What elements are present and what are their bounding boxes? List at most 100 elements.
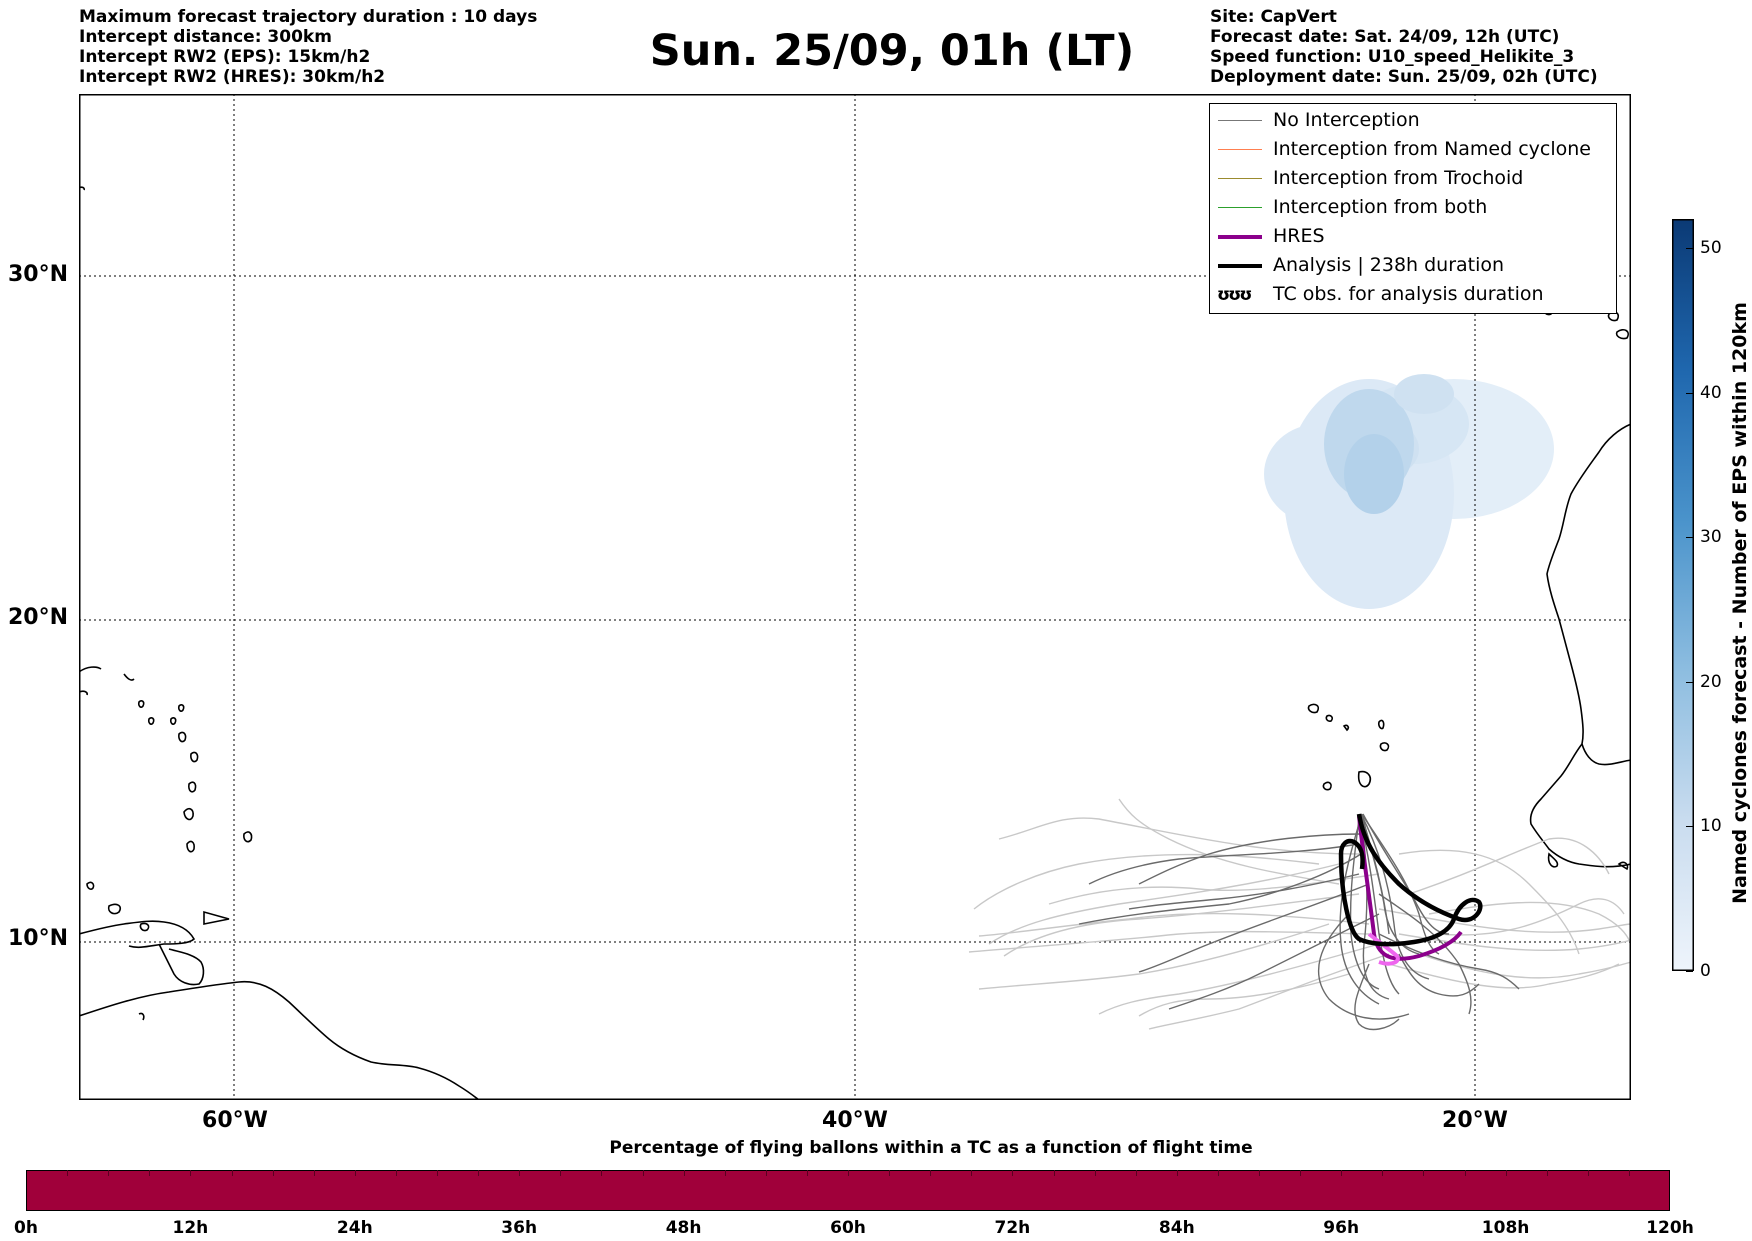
colorbar-eps-label: Named cyclones forecast - Number of EPS … bbox=[1729, 302, 1751, 904]
legend: No Interception Interception from Named … bbox=[1209, 103, 1617, 314]
colorbar-tick-mark bbox=[1686, 392, 1693, 394]
flight-time-tick-label: 120h bbox=[1646, 1218, 1694, 1238]
lat-label-30n: 30°N bbox=[8, 262, 69, 287]
island-shape bbox=[79, 666, 102, 673]
trajectory bbox=[998, 817, 1360, 855]
legend-item-named-cyclone: Interception from Named cyclone bbox=[1210, 135, 1616, 164]
legend-item-hres: HRES bbox=[1210, 222, 1616, 251]
trajectory bbox=[1118, 798, 1340, 885]
flight-time-segment-mark bbox=[437, 1170, 438, 1176]
legend-label: TC obs. for analysis duration bbox=[1273, 283, 1544, 305]
trajectory bbox=[1168, 913, 1380, 1010]
flight-time-segment-mark bbox=[1587, 1170, 1589, 1176]
legend-item-analysis: Analysis | 238h duration bbox=[1210, 251, 1616, 280]
analysis-path bbox=[1338, 813, 1483, 947]
flight-time-segment-mark bbox=[1259, 1170, 1260, 1176]
island-shape bbox=[148, 717, 155, 725]
colorbar-tick-label: 10 bbox=[1700, 816, 1722, 837]
trajectory bbox=[1003, 893, 1360, 957]
lon-label-20w: 20°W bbox=[1442, 1108, 1508, 1133]
cape-verde-island bbox=[1322, 781, 1332, 791]
legend-swatch bbox=[1218, 207, 1262, 208]
colorbar-tick-mark bbox=[1686, 537, 1693, 539]
trajectory bbox=[1378, 893, 1472, 1015]
trajectory bbox=[978, 912, 1370, 937]
south-america-coast bbox=[79, 980, 480, 1100]
island-shape bbox=[107, 903, 122, 915]
trajectory bbox=[1398, 849, 1580, 955]
flight-time-segment-mark bbox=[1176, 1170, 1178, 1176]
legend-swatch bbox=[1218, 120, 1262, 121]
info-speed-function: Speed function: U10_speed_Helikite_3 bbox=[1210, 47, 1575, 67]
island-shape bbox=[188, 781, 197, 793]
island-shape bbox=[190, 751, 199, 763]
trajectory bbox=[1138, 833, 1362, 885]
island-shape bbox=[138, 700, 145, 708]
trajectory bbox=[988, 863, 1340, 945]
flight-time-tick-label: 84h bbox=[1158, 1218, 1195, 1238]
lon-label-60w: 60°W bbox=[202, 1108, 268, 1133]
legend-label: Interception from Named cyclone bbox=[1273, 138, 1591, 160]
colorbar-tick-mark bbox=[1686, 826, 1693, 828]
trajectory bbox=[968, 930, 1370, 953]
island-shape bbox=[203, 910, 230, 925]
trajectory bbox=[1098, 943, 1380, 1015]
colorbar-gradient bbox=[1672, 219, 1694, 971]
legend-label: No Interception bbox=[1273, 109, 1420, 131]
lat-label-10n: 10°N bbox=[8, 926, 69, 951]
flight-time-segment-mark bbox=[1464, 1170, 1466, 1176]
info-site: Site: CapVert bbox=[1210, 7, 1337, 27]
flight-time-segment-mark bbox=[765, 1170, 767, 1176]
flight-time-tick-label: 60h bbox=[830, 1218, 866, 1238]
analysis-trajectory bbox=[1338, 813, 1483, 947]
flight-time-segment-mark bbox=[149, 1170, 151, 1176]
flight-time-segment-mark bbox=[231, 1170, 233, 1176]
colorbar-tick-mark bbox=[1686, 247, 1693, 249]
flight-time-segment-mark bbox=[519, 1170, 521, 1176]
trajectory bbox=[1078, 853, 1362, 925]
legend-label: Interception from both bbox=[1273, 196, 1488, 218]
map-canvas bbox=[79, 94, 1631, 1100]
trajectory bbox=[1398, 953, 1480, 997]
tc-symbol-icon: ʊʊʊ bbox=[1217, 285, 1252, 305]
trajectory bbox=[1128, 873, 1360, 910]
flight-time-segment-mark bbox=[560, 1170, 562, 1176]
lon-label-40w: 40°W bbox=[822, 1108, 888, 1133]
cape-verde-island bbox=[1379, 742, 1390, 752]
cape-verde-island bbox=[1357, 770, 1372, 788]
trajectory bbox=[978, 923, 1330, 990]
island-shape bbox=[243, 831, 253, 843]
lat-label-20n: 20°N bbox=[8, 605, 69, 630]
legend-swatch bbox=[1218, 264, 1262, 268]
flight-time-colorbar bbox=[26, 1170, 1670, 1211]
trajectory bbox=[1358, 813, 1400, 995]
trajectory bbox=[1378, 933, 1520, 990]
trajectory bbox=[1088, 843, 1360, 885]
legend-swatch bbox=[1218, 149, 1262, 150]
flight-time-segment-mark bbox=[190, 1170, 192, 1176]
flight-time-segment-mark bbox=[1382, 1170, 1384, 1176]
hres-trajectory bbox=[1357, 815, 1463, 966]
flight-time-segment-mark bbox=[806, 1170, 808, 1176]
trajectory bbox=[1349, 818, 1380, 990]
cape-verde-island bbox=[1307, 703, 1320, 714]
flight-time-colorbar-title: Percentage of flying ballons within a TC… bbox=[609, 1138, 1253, 1158]
venezuela-coast bbox=[79, 920, 195, 949]
colorbar-tick-label: 20 bbox=[1700, 671, 1722, 692]
flight-time-segment-mark bbox=[1053, 1170, 1055, 1176]
trajectory bbox=[1428, 901, 1631, 945]
flight-time-tick-label: 24h bbox=[336, 1218, 373, 1238]
island-shape bbox=[1547, 852, 1559, 868]
flight-time-segment-mark bbox=[272, 1170, 274, 1176]
flight-time-segment-mark bbox=[1217, 1170, 1219, 1176]
info-intercept-hres: Intercept RW2 (HRES): 30km/h2 bbox=[79, 67, 386, 87]
flight-time-segment-mark bbox=[1012, 1170, 1014, 1176]
flight-time-segment-mark bbox=[930, 1170, 932, 1176]
flight-time-segment-mark bbox=[478, 1170, 480, 1176]
colorbar-tick-label: 30 bbox=[1700, 527, 1722, 548]
flight-time-segment-mark bbox=[354, 1170, 356, 1176]
info-max-duration: Maximum forecast trajectory duration : 1… bbox=[79, 7, 538, 27]
flight-time-tick-label: 36h bbox=[501, 1218, 538, 1238]
flight-time-segment-mark bbox=[1423, 1170, 1425, 1176]
cape-verde-island bbox=[1342, 724, 1350, 732]
